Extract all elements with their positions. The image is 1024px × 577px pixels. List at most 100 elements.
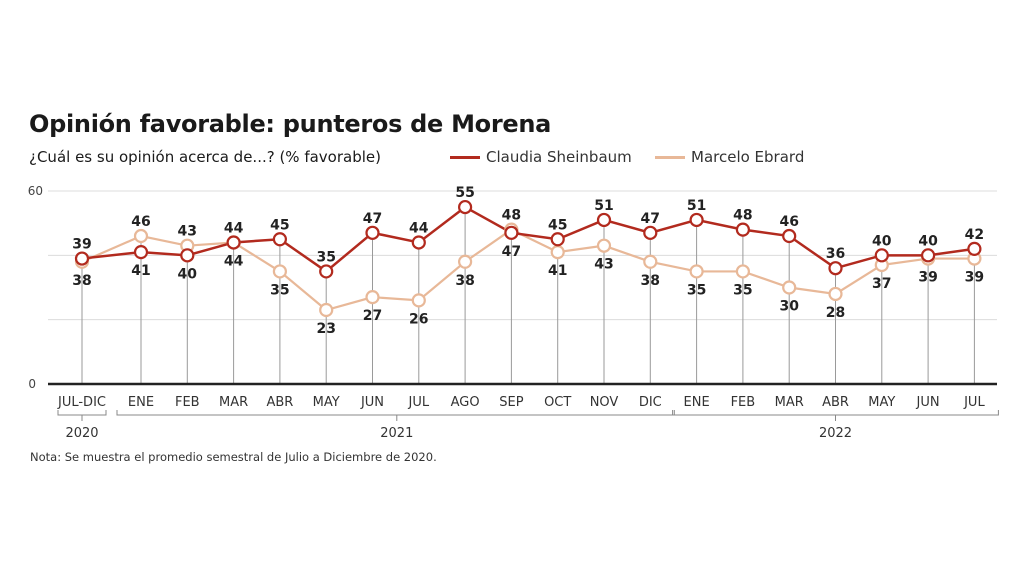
data-label: 47	[363, 211, 382, 227]
data-point-ebrard	[365, 290, 380, 305]
data-label: 39	[72, 237, 91, 253]
data-point-ebrard	[272, 264, 287, 279]
x-tick-label: OCT	[544, 395, 571, 410]
data-point-sheinbaum	[920, 248, 936, 263]
legend-swatch-ebrard	[655, 155, 685, 159]
data-label: 35	[316, 249, 335, 265]
data-label: 43	[178, 224, 197, 240]
data-label: 39	[918, 270, 937, 286]
x-tick-label: FEB	[175, 395, 200, 410]
data-point-sheinbaum	[596, 212, 612, 228]
x-tick-label: JUL	[963, 395, 985, 410]
data-label: 43	[594, 257, 613, 273]
data-label: 44	[409, 220, 429, 236]
chart-title: Opinión favorable: punteros de Morena	[29, 110, 552, 138]
x-tick-label: MAY	[313, 395, 340, 410]
x-tick-label: NOV	[590, 395, 619, 410]
data-point-sheinbaum	[365, 225, 380, 240]
data-label: 48	[733, 208, 752, 224]
data-point-sheinbaum	[411, 235, 426, 250]
data-label: 35	[270, 282, 289, 298]
x-tick-label: ENE	[684, 395, 710, 410]
data-label: 44	[224, 220, 244, 236]
x-tick-label: MAR	[219, 395, 248, 410]
x-tick-label: DIC	[639, 395, 662, 410]
data-point-sheinbaum	[643, 225, 658, 240]
data-label: 35	[733, 282, 752, 298]
year-bracket	[116, 410, 675, 416]
data-label: 28	[826, 305, 845, 321]
data-point-sheinbaum	[74, 251, 90, 266]
data-point-sheinbaum	[226, 235, 241, 250]
data-point-sheinbaum	[272, 232, 287, 247]
legend-label-sheinbaum: Claudia Sheinbaum	[486, 148, 632, 166]
data-label: 42	[965, 227, 984, 243]
year-label: 2021	[380, 426, 413, 441]
data-label: 55	[455, 185, 474, 201]
data-point-sheinbaum	[504, 225, 519, 240]
data-label: 47	[641, 211, 660, 227]
series-line-ebrard	[81, 228, 975, 312]
data-label: 38	[455, 273, 474, 289]
data-point-ebrard	[411, 293, 426, 308]
data-label: 46	[131, 214, 150, 230]
data-label: 47	[502, 244, 521, 260]
x-tick-label: ENE	[128, 395, 154, 410]
data-point-ebrard	[828, 286, 843, 302]
data-point-ebrard	[458, 254, 473, 269]
data-point-sheinbaum	[458, 199, 473, 215]
year-bracket	[57, 410, 107, 416]
data-label: 35	[687, 282, 706, 298]
data-label: 38	[641, 273, 660, 289]
data-point-ebrard	[550, 245, 565, 260]
x-tick-label: JUL	[408, 395, 430, 410]
data-label: 30	[779, 299, 799, 315]
data-label: 48	[502, 208, 521, 224]
year-bracket	[672, 410, 999, 416]
x-tick-label: JUL-DIC	[57, 395, 106, 410]
data-point-ebrard	[319, 302, 334, 318]
x-tick-label: JUN	[360, 395, 384, 410]
data-label: 45	[548, 217, 567, 233]
data-point-sheinbaum	[828, 261, 843, 276]
data-label: 38	[72, 273, 91, 289]
data-label: 45	[270, 217, 289, 233]
y-tick-label: 60	[28, 184, 43, 198]
year-label: 2020	[65, 426, 98, 441]
data-label: 51	[687, 198, 706, 214]
y-tick-label: 0	[28, 377, 36, 391]
data-point-ebrard	[133, 228, 149, 244]
data-label: 39	[965, 270, 984, 286]
x-tick-label: FEB	[731, 395, 756, 410]
x-tick-label: ABR	[266, 395, 293, 410]
x-tick-label: JUN	[916, 395, 940, 410]
data-label: 36	[826, 246, 845, 262]
data-label: 40	[918, 233, 938, 249]
data-point-ebrard	[689, 264, 704, 279]
data-label: 40	[178, 266, 198, 282]
data-label: 41	[548, 263, 567, 279]
data-point-sheinbaum	[180, 248, 195, 263]
data-label: 51	[594, 198, 613, 214]
legend-swatch-sheinbaum	[450, 155, 480, 159]
data-point-ebrard	[735, 264, 751, 279]
data-point-sheinbaum	[782, 228, 797, 244]
x-tick-label: ABR	[822, 395, 849, 410]
legend-item-ebrard: Marcelo Ebrard	[655, 148, 804, 166]
data-point-sheinbaum	[133, 245, 149, 260]
data-point-ebrard	[643, 254, 658, 269]
data-label: 41	[131, 263, 150, 279]
x-tick-label: SEP	[499, 395, 523, 410]
data-label: 44	[224, 253, 244, 269]
year-label: 2022	[819, 426, 852, 441]
data-label: 46	[779, 214, 798, 230]
legend-item-sheinbaum: Claudia Sheinbaum	[450, 148, 632, 166]
data-point-sheinbaum	[689, 212, 704, 228]
x-tick-label: MAY	[868, 395, 895, 410]
chart-note: Nota: Se muestra el promedio semestral d…	[30, 450, 437, 464]
data-point-ebrard	[782, 280, 797, 295]
data-point-ebrard	[596, 238, 612, 253]
data-label: 37	[872, 276, 891, 292]
legend-label-ebrard: Marcelo Ebrard	[691, 148, 805, 166]
data-label: 26	[409, 311, 428, 327]
